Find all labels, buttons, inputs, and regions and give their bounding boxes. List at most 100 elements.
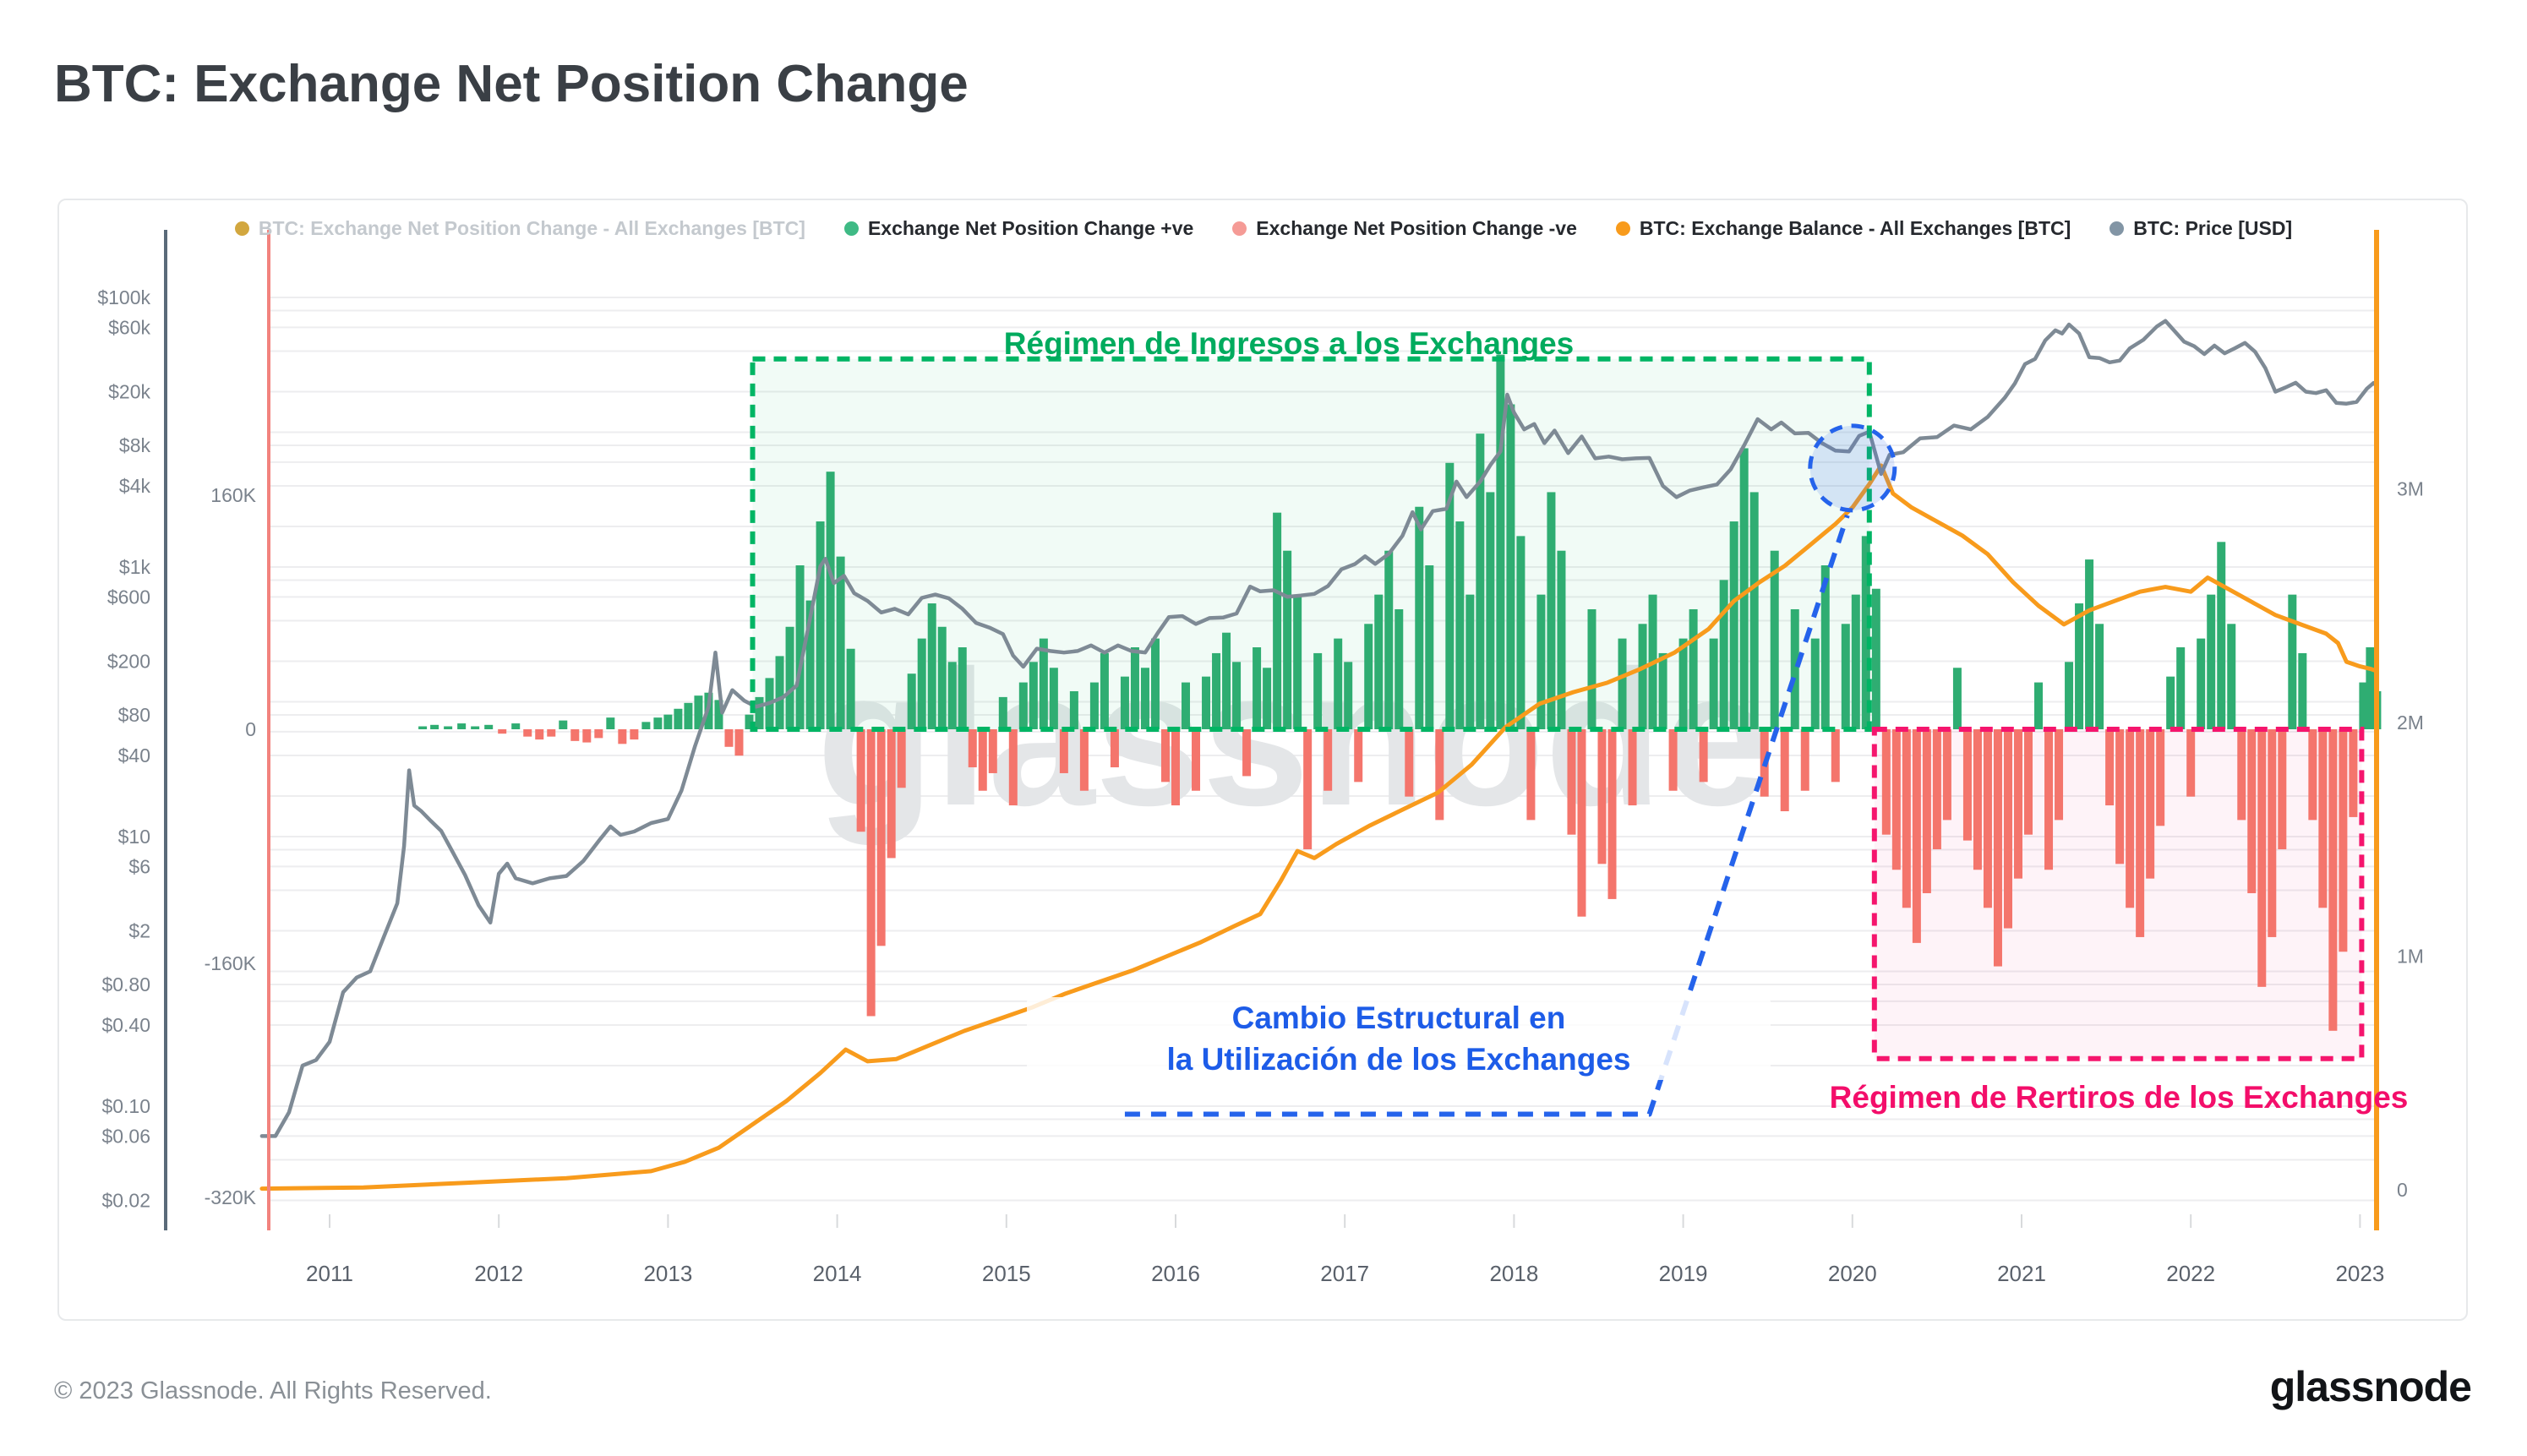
legend-item-0[interactable]: BTC: Exchange Net Position Change - All … <box>234 217 805 240</box>
net-change-bar <box>1597 729 1607 864</box>
year-label: 2013 <box>643 1261 692 1286</box>
net-change-bar <box>1749 492 1759 729</box>
net-change-bar <box>2044 729 2054 870</box>
year-label: 2017 <box>1320 1261 1369 1286</box>
net-change-bar <box>1638 624 1647 729</box>
withdrawal-regime-box <box>1871 727 2365 1061</box>
net-change-bar <box>2085 559 2094 729</box>
price-axis-label: $0.10 <box>101 1095 150 1117</box>
net-change-bar <box>745 714 754 729</box>
net-change-bar <box>1222 632 1231 729</box>
net-change-bar <box>755 696 764 729</box>
net-change-bar <box>535 729 544 740</box>
net-change-bar <box>2217 542 2226 729</box>
legend-item-2[interactable]: Exchange Net Position Change -ve <box>1232 217 1577 240</box>
net-change-bar <box>1273 512 1282 729</box>
price-axis-label: $2 <box>128 919 150 941</box>
net-change-bar <box>1547 492 1556 729</box>
net-change-bar <box>1293 594 1302 729</box>
net-change-bar <box>1993 729 2002 967</box>
net-change-bar <box>2024 729 2033 835</box>
price-axis-label: $0.40 <box>101 1014 150 1036</box>
price-axis-label: $10 <box>118 826 150 848</box>
net-change-bar <box>684 702 693 729</box>
net-change-bar <box>2013 729 2022 879</box>
net-change-bar <box>2247 729 2257 893</box>
net-change-bar <box>856 729 865 832</box>
net-change-bar <box>1628 729 1637 806</box>
net-change-bar <box>2339 729 2348 952</box>
legend-dot-icon <box>843 221 859 236</box>
net-change-bar <box>1536 594 1546 729</box>
net-change-bar <box>1313 652 1323 729</box>
net-change-bar <box>582 729 592 743</box>
net-change-bar <box>826 472 835 729</box>
net-change-bar <box>1212 652 1221 729</box>
net-change-bar <box>1283 550 1292 729</box>
net-change-bar <box>1678 638 1688 729</box>
net-change-bar <box>2298 652 2307 729</box>
net-change-bar <box>1445 462 1455 729</box>
net-change-bar <box>1435 729 1444 821</box>
net-change-bar <box>1465 594 1475 729</box>
net-change-bar <box>1140 668 1149 729</box>
legend-dot-icon <box>1232 221 1247 236</box>
net-change-bar <box>1506 404 1515 729</box>
balance-axis-label: 1M <box>2397 946 2424 968</box>
net-change-bar <box>927 603 936 729</box>
net-change-bar <box>724 729 734 747</box>
legend: BTC: Exchange Net Position Change - All … <box>59 203 2468 254</box>
legend-item-3[interactable]: BTC: Exchange Balance - All Exchanges [B… <box>1615 216 2071 240</box>
net-change-bar <box>2288 594 2297 729</box>
net-change-bar <box>1861 536 1870 729</box>
legend-item-1[interactable]: Exchange Net Position Change +ve <box>843 217 1193 240</box>
price-axis-label: $4k <box>119 475 151 497</box>
legend-item-4[interactable]: BTC: Price [USD] <box>2109 217 2292 240</box>
net-change-bar <box>1171 729 1180 806</box>
price-axis-label: $100k <box>97 286 150 308</box>
page-title: BTC: Exchange Net Position Change <box>54 55 969 113</box>
net-change-bar <box>1922 729 1931 893</box>
legend-label: BTC: Exchange Balance - All Exchanges [B… <box>1639 216 2071 239</box>
net-change-bar <box>988 729 997 773</box>
legend-label: Exchange Net Position Change -ve <box>1256 216 1577 239</box>
net-change-bar <box>2278 729 2287 850</box>
net-change-bar <box>1790 608 1799 729</box>
net-change-bar <box>816 521 825 729</box>
net-change-bar <box>1557 550 1566 729</box>
net-change-bar <box>968 729 977 768</box>
net-change-bar <box>1029 662 1038 729</box>
net-change-bar <box>2366 647 2375 729</box>
net-change-bar <box>1232 662 1242 729</box>
net-change-bar <box>1344 662 1353 729</box>
net-change-bar <box>1089 682 1099 729</box>
net-change-bar <box>694 695 703 729</box>
net-change-bar <box>937 626 947 729</box>
net-change-bar <box>2105 729 2115 806</box>
balance-axis-label: 0 <box>2397 1179 2408 1201</box>
price-axis-label: $40 <box>118 744 150 766</box>
net-change-bar <box>917 638 926 729</box>
net-change-bar <box>1831 729 1840 783</box>
price-axis-label: $1k <box>119 556 151 578</box>
net-change-bar <box>1150 638 1160 729</box>
net-change-bar <box>606 717 615 729</box>
structural-circle <box>1808 423 1897 513</box>
net-change-bar <box>523 729 532 737</box>
net-change-bar <box>947 662 957 729</box>
net-change-bar <box>1871 588 1880 729</box>
net-change-bar <box>674 708 683 729</box>
price-axis-label: $0.80 <box>101 973 150 995</box>
footer-copyright: © 2023 Glassnode. All Rights Reserved. <box>54 1377 492 1404</box>
net-change-bar <box>1354 729 1363 783</box>
net-axis-label: -320K <box>205 1186 257 1208</box>
net-change-bar <box>2308 729 2317 821</box>
net-change-bar <box>785 626 794 729</box>
net-change-bar <box>1689 608 1698 729</box>
net-change-bar <box>1587 608 1596 729</box>
net-change-bar <box>1912 729 1921 943</box>
net-change-bar <box>978 729 987 791</box>
net-change-bar <box>663 714 673 729</box>
net-change-bar <box>1192 729 1201 791</box>
